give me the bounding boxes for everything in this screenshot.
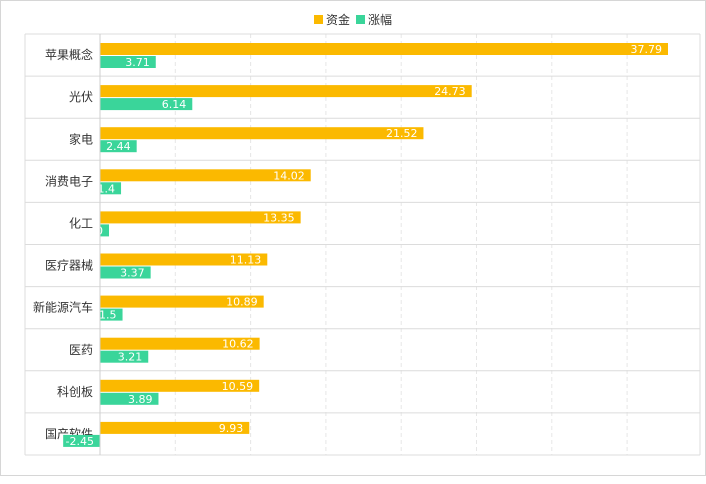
bar-funds (100, 379, 260, 392)
bar-change (100, 56, 156, 68)
category-label: 医疗器械 (45, 258, 93, 273)
legend-swatch-funds (313, 15, 323, 24)
data-label-funds: 11.13 (230, 254, 262, 267)
bar-change (100, 182, 122, 195)
bar-funds (100, 43, 668, 55)
category-label: 光伏 (69, 90, 93, 104)
bar-change (100, 308, 123, 321)
data-label-funds: 37.79 (631, 43, 663, 56)
bar-change (100, 392, 159, 405)
bar-funds (100, 211, 301, 224)
legend-item-funds[interactable]: 资金 (313, 11, 350, 28)
bar-funds (100, 337, 260, 350)
bar-change (100, 140, 137, 153)
data-label-change: 2.44 (106, 140, 131, 153)
data-label-funds: 13.35 (263, 211, 295, 224)
bar-change (63, 434, 100, 447)
bar-funds (100, 253, 268, 266)
bar-funds (100, 85, 472, 98)
category-label: 消费电子 (45, 174, 93, 188)
legend-item-change[interactable]: 涨幅 (356, 11, 392, 28)
category-label: 新能源汽车 (33, 300, 93, 315)
category-label: 苹果概念 (45, 47, 93, 62)
data-label-funds: 9.93 (219, 422, 244, 435)
data-label-funds: 10.59 (222, 380, 254, 393)
data-label-change: 6.14 (162, 98, 187, 111)
data-label-change: -2.45 (66, 435, 94, 448)
data-label-change: 3.21 (118, 351, 143, 364)
data-label-change: 1.4 (98, 182, 116, 195)
bar-change (100, 266, 151, 279)
data-label-change: 3.71 (125, 56, 150, 69)
data-label-funds: 10.89 (226, 296, 258, 309)
bar-funds (100, 295, 264, 308)
legend-label-funds: 资金 (325, 13, 350, 27)
bar-funds (100, 421, 250, 434)
legend-swatch-change (356, 15, 365, 24)
bar-change (100, 224, 110, 237)
bar-change (100, 98, 193, 111)
data-label-change: 3.89 (128, 393, 153, 406)
category-label: 科创板 (57, 385, 93, 399)
bar-funds (100, 169, 311, 182)
data-label-change: 3.37 (120, 267, 145, 280)
data-label-change: 1.5 (99, 309, 117, 322)
bar-change (100, 350, 149, 363)
category-label: 化工 (69, 216, 93, 230)
data-label-funds: 24.73 (434, 85, 466, 98)
data-label-funds: 10.62 (222, 338, 254, 351)
category-label: 医药 (69, 343, 93, 357)
legend-label-change: 涨幅 (368, 13, 393, 27)
data-label-funds: 21.52 (386, 127, 418, 140)
chart-legend: 资金 涨幅 (0, 11, 706, 28)
bar-funds (100, 127, 424, 140)
category-label: 家电 (69, 131, 93, 146)
data-label-funds: 14.02 (273, 169, 305, 182)
